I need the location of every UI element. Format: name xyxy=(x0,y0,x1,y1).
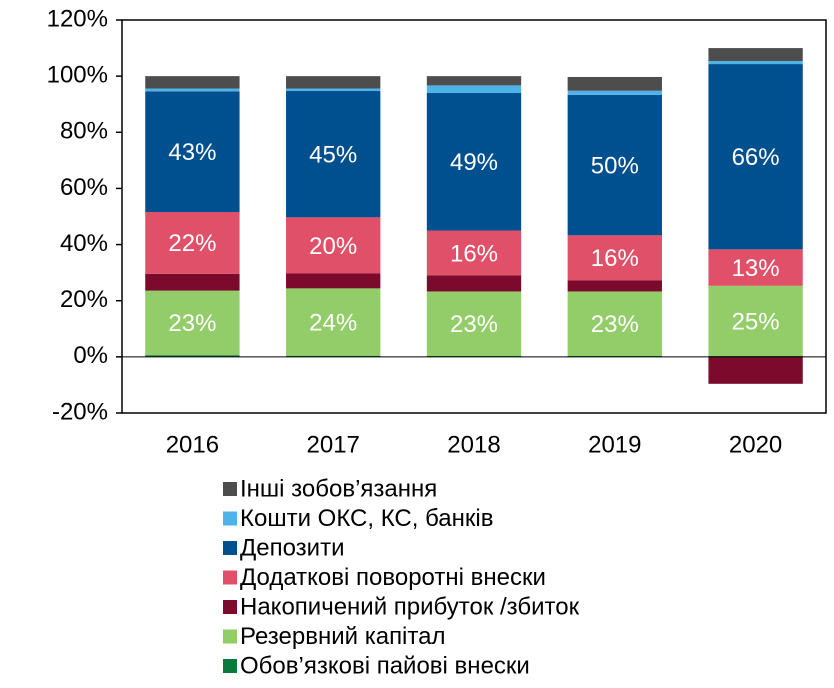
value-label: 45% xyxy=(309,142,357,169)
bar-segment xyxy=(286,91,381,218)
bar-segment xyxy=(286,273,381,289)
bar-segment xyxy=(708,64,803,250)
bar-segment xyxy=(145,355,240,357)
value-label: 23% xyxy=(168,310,216,337)
bar-segment xyxy=(145,290,240,356)
legend-label: Кошти ОКС, КС, банків xyxy=(240,505,493,532)
x-tick-label: 2017 xyxy=(307,431,360,458)
bar-segment xyxy=(286,217,381,274)
value-label: 20% xyxy=(309,233,357,260)
y-tick-label: 100% xyxy=(47,61,108,88)
legend-label: Резервний капітал xyxy=(240,623,445,650)
y-tick-label: 40% xyxy=(60,230,108,257)
bar-segment xyxy=(145,212,240,274)
x-tick-label: 2019 xyxy=(588,431,641,458)
bar-segment xyxy=(286,288,381,356)
bar-segment xyxy=(426,230,522,276)
legend-label: Інші зобов’язання xyxy=(240,475,437,502)
bar-segment xyxy=(708,249,803,286)
legend-swatch xyxy=(223,659,237,673)
bar-segment xyxy=(708,60,803,65)
value-label: 16% xyxy=(450,240,498,267)
bar-segment xyxy=(567,280,662,292)
bar-segment xyxy=(286,76,381,89)
y-tick-label: -20% xyxy=(52,398,108,425)
bar-segment xyxy=(426,291,522,357)
value-label: 25% xyxy=(732,308,780,335)
x-tick-label: 2018 xyxy=(447,431,500,458)
bar-segment xyxy=(708,48,803,61)
y-tick-label: 80% xyxy=(60,118,108,145)
bar-segment xyxy=(145,76,240,89)
legend-label: Додаткові поворотні внески xyxy=(240,564,546,591)
y-tick-label: 120% xyxy=(47,5,108,32)
bar-segment xyxy=(286,355,381,357)
legend-swatch xyxy=(223,541,237,555)
bar-segment xyxy=(567,94,662,236)
y-tick-label: 0% xyxy=(73,342,108,369)
bar-segment xyxy=(145,91,240,213)
bar-segment xyxy=(426,76,522,86)
bar-segment xyxy=(708,356,803,384)
value-label: 16% xyxy=(591,245,639,272)
plot-frame xyxy=(121,19,827,414)
bar-segment xyxy=(145,273,240,291)
legend-swatch xyxy=(223,570,237,585)
bar-segment xyxy=(426,275,522,292)
value-label: 49% xyxy=(450,149,498,176)
y-tick-label: 60% xyxy=(60,174,108,201)
legend-swatch xyxy=(223,511,237,526)
value-label: 43% xyxy=(168,139,216,166)
y-tick-label: 20% xyxy=(60,286,108,313)
bar-segment xyxy=(567,90,662,95)
bar-segment xyxy=(145,88,240,92)
value-label: 66% xyxy=(732,144,780,171)
legend-label: Накопичений прибуток /збиток xyxy=(240,593,580,620)
bar-segment xyxy=(567,76,662,91)
legend-label: Обов’язкові пайові внески xyxy=(240,652,530,679)
legend-swatch xyxy=(223,600,237,614)
bar-segment xyxy=(567,235,662,281)
value-label: 23% xyxy=(591,311,639,338)
value-label: 50% xyxy=(591,152,639,179)
value-label: 22% xyxy=(168,230,216,257)
value-label: 23% xyxy=(450,311,498,338)
value-label: 24% xyxy=(309,309,357,336)
bar-segment xyxy=(567,291,662,357)
bar-segment xyxy=(426,92,522,231)
bar-segment xyxy=(426,85,522,93)
bar-segment xyxy=(708,285,803,357)
value-label: 13% xyxy=(732,255,780,282)
legend-label: Депозити xyxy=(240,534,344,561)
x-tick-label: 2020 xyxy=(729,431,782,458)
bar-segment xyxy=(286,88,381,92)
x-tick-label: 2016 xyxy=(166,431,219,458)
legend-swatch xyxy=(223,629,237,644)
legend-swatch xyxy=(223,482,237,496)
